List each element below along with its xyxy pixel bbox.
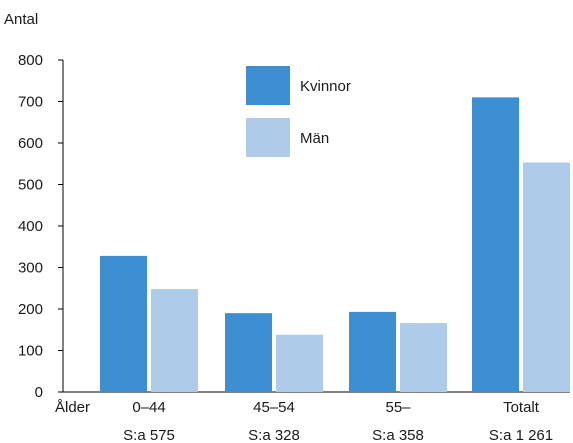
bar-man-1 xyxy=(276,334,323,392)
x-axis-title: Ålder xyxy=(55,399,90,416)
category-label: 55– xyxy=(385,399,411,416)
bars xyxy=(100,97,570,392)
bar-kvinnor-3 xyxy=(472,97,519,392)
category-sum-label: S:a 328 xyxy=(248,427,300,443)
category-sum-label: S:a 1 261 xyxy=(489,427,553,443)
legend-swatch-kvinnor xyxy=(246,66,290,105)
bar-kvinnor-0 xyxy=(100,255,147,392)
bar-man-2 xyxy=(400,323,447,392)
legend: Kvinnor Män xyxy=(246,66,351,157)
category-label: Totalt xyxy=(503,399,540,416)
y-tick-label: 800 xyxy=(18,52,43,69)
y-tick-label: 0 xyxy=(35,384,43,401)
legend-label-man: Män xyxy=(300,130,329,147)
category-labels: 0–44 S:a 575 45–54 S:a 328 55– S:a 358 Totalt S… xyxy=(123,399,553,443)
bar-kvinnor-1 xyxy=(225,313,272,392)
y-tick-label: 300 xyxy=(18,260,43,277)
category-sum-label: S:a 358 xyxy=(372,427,424,443)
bar-kvinnor-2 xyxy=(349,311,396,392)
y-tick-label: 500 xyxy=(18,177,43,194)
category-label: 45–54 xyxy=(253,399,295,416)
y-tick-label: 100 xyxy=(18,343,43,360)
legend-label-kvinnor: Kvinnor xyxy=(300,78,351,95)
category-sum-label: S:a 575 xyxy=(123,427,175,443)
category-label: 0–44 xyxy=(132,399,165,416)
bar-man-3 xyxy=(523,162,570,392)
y-tick-label: 200 xyxy=(18,301,43,318)
bar-man-0 xyxy=(151,289,198,392)
legend-swatch-man xyxy=(246,118,290,157)
y-axis-ticks: 0 100 200 300 400 500 600 700 800 xyxy=(18,52,63,401)
y-tick-label: 700 xyxy=(18,94,43,111)
y-axis-title: Antal xyxy=(4,11,38,28)
y-tick-label: 400 xyxy=(18,218,43,235)
y-tick-label: 600 xyxy=(18,135,43,152)
